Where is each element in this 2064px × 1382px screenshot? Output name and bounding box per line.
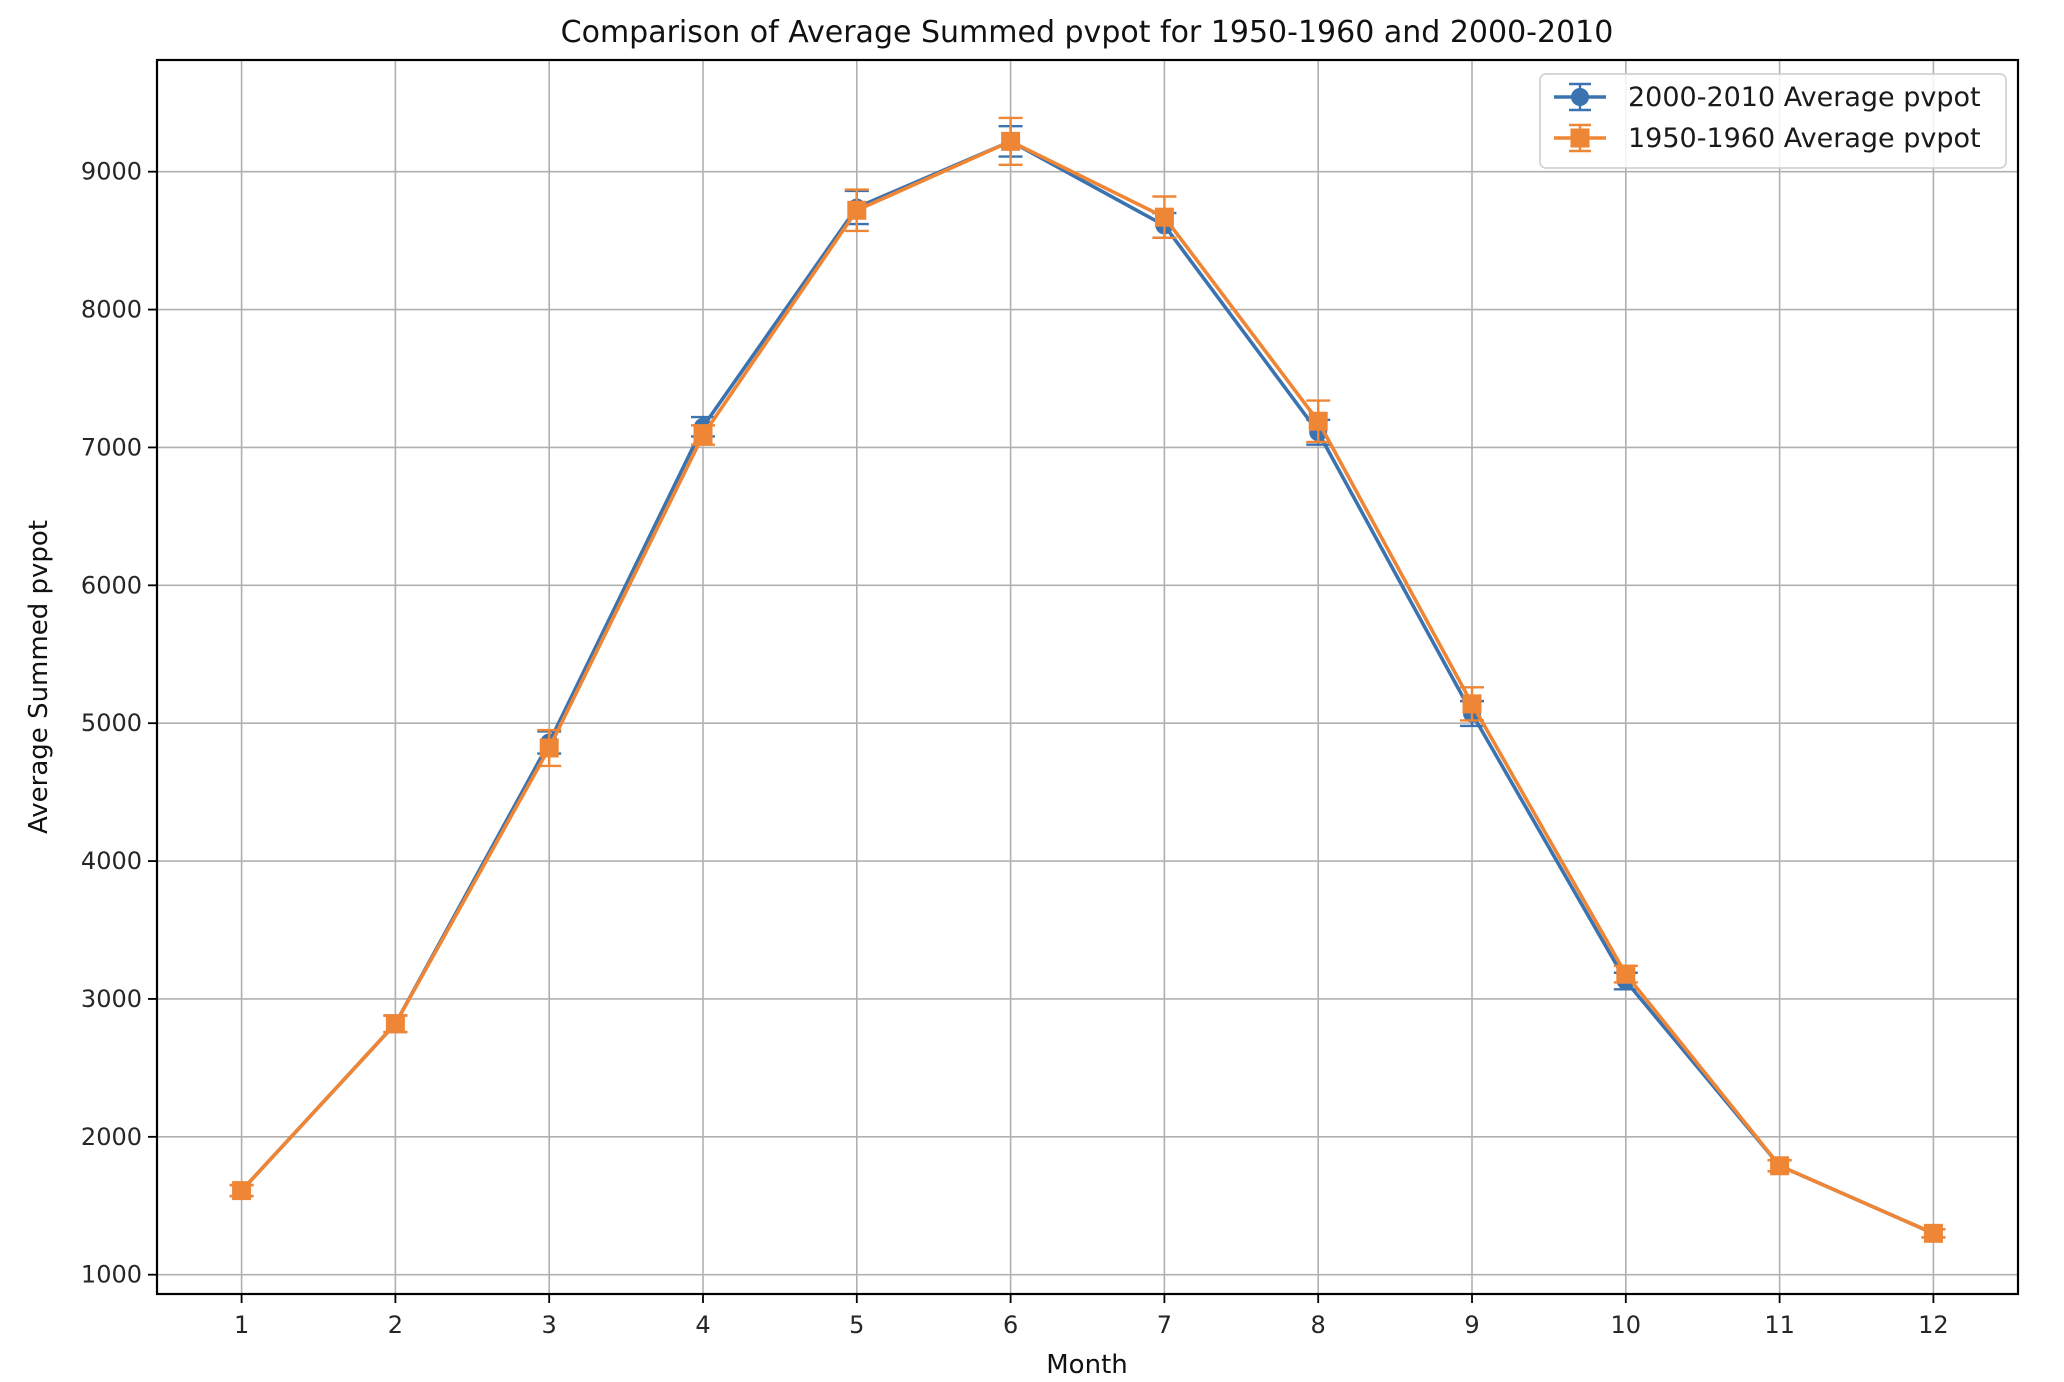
series-1950-1960-point (1770, 1156, 1790, 1176)
series-1950-1960-point (1923, 1223, 1943, 1243)
series-1950-1960-point (1616, 964, 1636, 984)
series-1950-1960-point (1001, 131, 1021, 151)
x-tick-label: 7 (1157, 1311, 1172, 1339)
y-tick-label: 1000 (81, 1261, 142, 1289)
series-layer (229, 116, 1946, 1243)
y-tick-label: 9000 (81, 158, 142, 186)
x-axis-ticks: 1 2 3 4 5 6 7 8 9 10 11 12 (234, 1294, 1949, 1339)
x-tick-label: 5 (849, 1311, 864, 1339)
series-1950-1960-point (385, 1014, 405, 1034)
series-2000-2010-line (240, 139, 1935, 1235)
y-tick-label: 7000 (81, 433, 142, 461)
x-tick-label: 12 (1918, 1311, 1949, 1339)
y-tick-label: 4000 (81, 847, 142, 875)
y-tick-label: 5000 (81, 709, 142, 737)
y-tick-label: 3000 (81, 985, 142, 1013)
grid-lines (157, 60, 2018, 1294)
x-tick-label: 8 (1311, 1311, 1326, 1339)
series-1950-1960-point (693, 425, 713, 445)
x-tick-label: 4 (695, 1311, 710, 1339)
y-axis-ticks: 1000 2000 3000 4000 5000 6000 7000 8000 9000 (81, 158, 157, 1289)
legend-marker-swatch (1570, 128, 1590, 148)
x-tick-label: 10 (1611, 1311, 1642, 1339)
legend-entry-series-1950-1960: 1950-1960 Average pvpot (1554, 123, 1981, 154)
x-axis-label: Month (1046, 1350, 1128, 1380)
legend-label: 2000-2010 Average pvpot (1628, 82, 1981, 113)
x-tick-label: 3 (542, 1311, 557, 1339)
y-tick-label: 2000 (81, 1123, 142, 1151)
y-tick-label: 8000 (81, 296, 142, 324)
x-tick-label: 1 (234, 1311, 249, 1339)
series-1950-1960-point (1462, 694, 1482, 714)
y-axis-label: Average Summed pvpot (24, 520, 54, 834)
legend-box (1539, 73, 2007, 169)
series-1950-1960-point (847, 200, 867, 220)
chart-legend: 2000-2010 Average pvpot 1950-1960 Average… (1539, 73, 2007, 169)
chart-title: Comparison of Average Summed pvpot for 1… (561, 15, 1614, 50)
plot-area-frame (155, 58, 2020, 1296)
x-tick-label: 9 (1464, 1311, 1479, 1339)
series-1950-1960-point (1308, 411, 1328, 431)
series-1950-1960 (229, 116, 1946, 1243)
x-tick-label: 6 (1003, 1311, 1018, 1339)
series-1950-1960-point (232, 1181, 252, 1201)
legend-label: 1950-1960 Average pvpot (1628, 123, 1981, 154)
legend-marker-swatch (1571, 88, 1589, 106)
legend-entry-series-2000-2010: 2000-2010 Average pvpot (1554, 82, 1981, 113)
series-1950-1960-point (1154, 207, 1174, 227)
series-1950-1960-line (240, 139, 1935, 1235)
series-1950-1960-point (539, 738, 559, 758)
x-tick-label: 2 (388, 1311, 403, 1339)
y-tick-label: 6000 (81, 571, 142, 599)
x-tick-label: 11 (1764, 1311, 1795, 1339)
